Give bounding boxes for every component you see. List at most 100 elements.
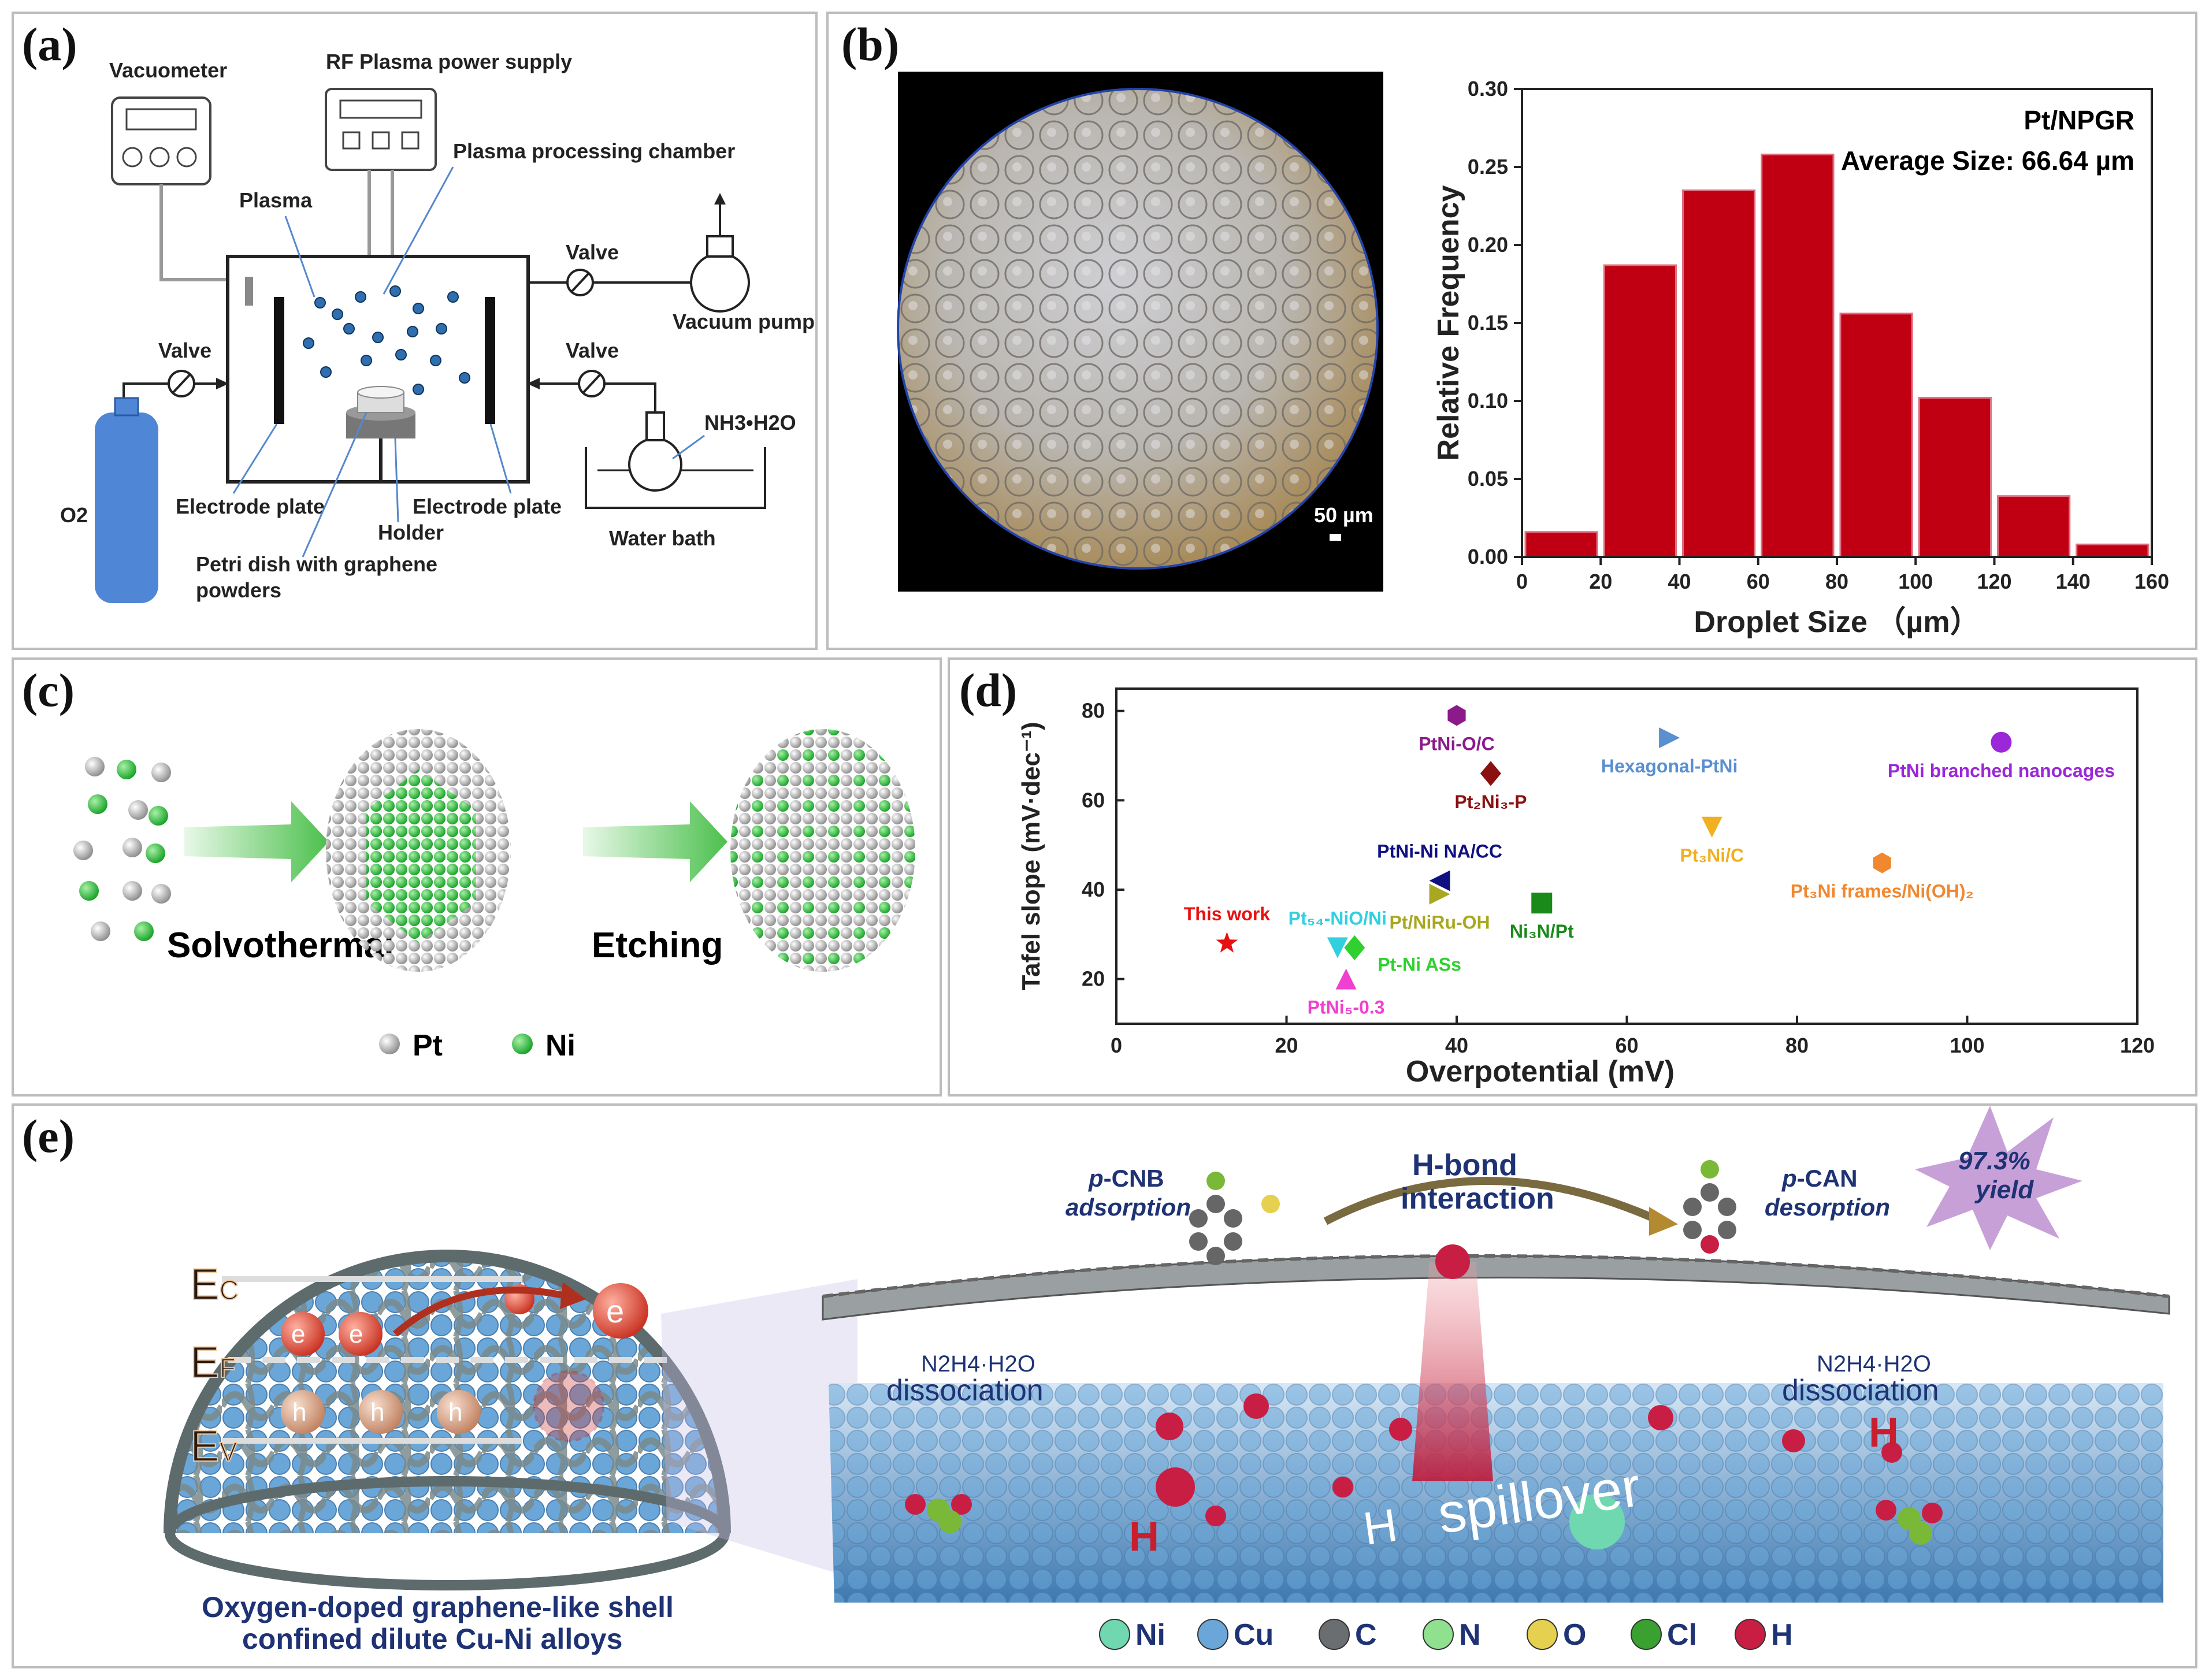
scatter-point (1659, 727, 1680, 749)
n2h4-cluster-left (905, 1494, 972, 1533)
histogram-bar (1918, 397, 1992, 558)
etching-arrow (583, 801, 727, 882)
panel-c-label: (c) (22, 664, 75, 716)
svg-text:e: e (349, 1320, 363, 1348)
x-tick-label: 100 (1950, 1034, 1984, 1057)
ni-legend-icon (512, 1034, 533, 1054)
panel-d-label: (d) (959, 664, 1018, 716)
average-size-annotation: Average Size: 66.64 µm (1841, 146, 2134, 176)
vacuum-pump-label: Vacuum pump (673, 310, 815, 333)
dissociation-left-label: dissociation (886, 1374, 1044, 1407)
panel-d: (d) 0 20 40 60 80 100 120 20 40 60 80 Overpotential… (948, 657, 2197, 1097)
panel-b-graphics: 50 µm 0 20 40 60 80 100 120 140 1600.000.050.100… (897, 72, 2169, 639)
x-tick-label: 20 (1589, 570, 1612, 593)
hbond-interaction-label: interaction (1401, 1182, 1554, 1216)
h-spillover-h: H (1360, 1499, 1401, 1555)
histogram-bar (2076, 543, 2149, 558)
histogram-bar (1997, 495, 2071, 558)
sample-annotation: Pt/NPGR (2024, 105, 2134, 135)
scatter-point-label: Pt₃Ni/C (1680, 845, 1744, 866)
histogram-bar (1603, 264, 1677, 558)
panel-a: (a) Vacuometer RF Plasma power supply (12, 12, 818, 650)
legend-atom-label: H (1771, 1618, 1793, 1652)
svg-text:e: e (606, 1293, 624, 1329)
x-tick-label: 60 (1615, 1034, 1638, 1057)
n2h4-left-label: N2H4·H2O (921, 1351, 1035, 1377)
holes: h h h (281, 1390, 481, 1434)
plasma-particles (303, 285, 470, 395)
scale-bar-label: 50 µm (1314, 503, 1373, 527)
legend-atom-label: C (1355, 1618, 1377, 1652)
h-left-label: H (1129, 1514, 1159, 1560)
scale-bar (1330, 534, 1341, 541)
y-tick-label: 0.15 (1468, 311, 1508, 334)
caption-line2: confined dilute Cu-Ni alloys (242, 1623, 622, 1655)
scatter-point-label: Hexagonal-PtNi (1601, 756, 1738, 776)
scatter-point (1701, 816, 1722, 838)
legend-atom-label: Cu (1234, 1618, 1274, 1652)
scatter-point-label: PtNi₅-0.3 (1308, 997, 1385, 1018)
x-tick-label: 100 (1898, 570, 1933, 593)
ni-atom-surface (1569, 1494, 1625, 1549)
panel-e-graphics: EC EF EV e e e h h h Oxygen-doped graphe… (164, 1106, 2170, 1655)
scatter-point (1335, 968, 1357, 990)
x-tick-label: 0 (1516, 570, 1528, 593)
etched-particle (730, 729, 915, 972)
panel-d-graphics: 0 20 40 60 80 100 120 20 40 60 80 Overpotential (mV… (1017, 687, 2155, 1088)
scatter-point-label: Pt₃Ni frames/Ni(OH)₂ (1791, 881, 1974, 902)
pcnb-label: p-CNB (1088, 1165, 1164, 1192)
rf-supply-label: RF Plasma power supply (326, 50, 572, 73)
vacuometer-label: Vacuometer (109, 58, 227, 82)
scatter-point-label: Pt₂Ni₃-P (1454, 791, 1527, 812)
pt-legend-icon (379, 1034, 400, 1054)
y-tick-label: 0.00 (1468, 545, 1508, 568)
zoom-cone (661, 1279, 857, 1579)
x-tick-label: 40 (1445, 1034, 1468, 1057)
nh3-flask (628, 437, 682, 492)
electrode-right (485, 297, 495, 424)
histogram-bar (1682, 189, 1756, 558)
p-cnb-molecule (1189, 1172, 1280, 1265)
n2h4-cluster-right (1876, 1500, 1943, 1545)
petri-label-line2: powders (196, 578, 281, 602)
vacuum-pump-icon (690, 252, 750, 313)
holder-label: Holder (378, 521, 444, 544)
x-axis-title: Droplet Size （µm） (1694, 605, 1980, 639)
panel-c-graphics: Solvothermal Etching Pt Ni (73, 729, 915, 1062)
legend-atom-icon (1099, 1619, 1130, 1650)
yield-burst-icon (1915, 1106, 2082, 1250)
legend-atom-label: Cl (1667, 1618, 1697, 1652)
x-tick-label: 120 (2120, 1034, 2155, 1057)
plasma-chamber (226, 255, 530, 484)
scatter-point (1873, 852, 1891, 874)
scatter-point-label: Pt₅₄-NiO/Ni (1289, 908, 1387, 929)
tafel-overpotential-scatter: 0 20 40 60 80 100 120 20 40 60 80 Overpotential (mV… (1017, 687, 2155, 1088)
o2-label: O2 (60, 503, 88, 527)
panel-e: (e) EC EF EV e e e (12, 1103, 2197, 1668)
graphene-sheet (822, 1255, 2170, 1321)
scatter-point-label: This work (1184, 904, 1271, 924)
y-axis-title: Tafel slope (mV·dec⁻¹) (1017, 722, 1045, 991)
h-right-label: H (1869, 1410, 1899, 1456)
hydrogen-atoms (1156, 1393, 1902, 1526)
atom-legend: Ni Cu C N O Cl H (1099, 1618, 1793, 1652)
y-tick-label: 0.25 (1468, 155, 1508, 179)
y-axis-title: Relative Frequency (1432, 185, 1465, 460)
electrode-right-label: Electrode plate (413, 495, 562, 518)
dissociation-right-label: dissociation (1782, 1374, 1939, 1407)
x-tick-label: 20 (1275, 1034, 1298, 1057)
svg-text:h: h (448, 1398, 462, 1426)
valve-left-label: Valve (158, 339, 211, 362)
y-tick-label: 0.20 (1468, 233, 1508, 257)
p-can-molecule (1683, 1160, 1736, 1254)
svg-text:h: h (292, 1398, 306, 1426)
plasma-setup-diagram: Vacuometer RF Plasma power supply Plasma… (60, 50, 815, 603)
panel-b: (b) 50 µm 0 20 40 60 80 100 120 140 160 0.00 0.05 0… (826, 12, 2197, 650)
reaction-arrow (1323, 1177, 1662, 1225)
scatter-point-label: Ni₃N/Pt (1510, 921, 1574, 942)
water-bath (585, 447, 766, 509)
active-site-highlight (533, 1370, 604, 1442)
x-tick-label: 0 (1111, 1034, 1122, 1057)
x-tick-label: 140 (2056, 570, 2091, 593)
scatter-point-label: PtNi branched nanocages (1888, 760, 2115, 781)
